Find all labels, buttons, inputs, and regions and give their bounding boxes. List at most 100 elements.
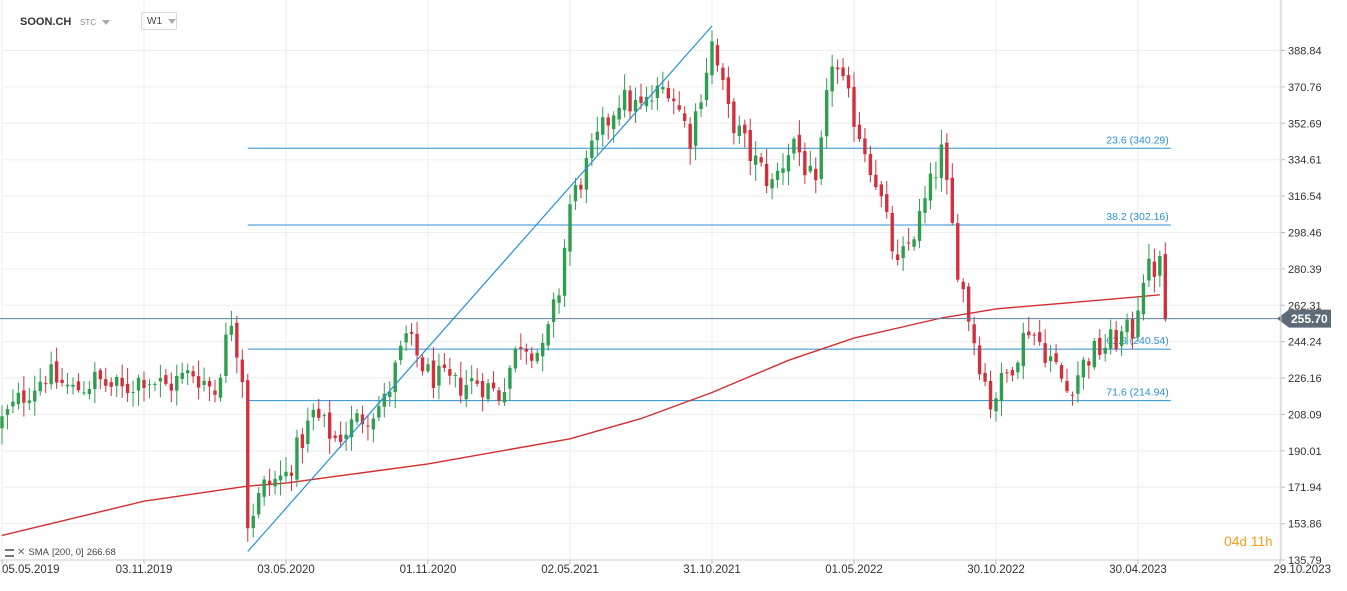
candle-body bbox=[54, 361, 59, 383]
candle-body bbox=[267, 480, 272, 486]
candle-body bbox=[437, 365, 441, 386]
candle-body bbox=[562, 247, 567, 296]
candle-body bbox=[27, 400, 32, 403]
symbol-name[interactable]: SOON.CH bbox=[20, 16, 72, 28]
candle-body bbox=[240, 359, 245, 383]
candle-body bbox=[868, 154, 873, 176]
candle-body bbox=[956, 223, 960, 280]
candle-body bbox=[469, 378, 474, 382]
market-selector[interactable]: STC bbox=[80, 12, 110, 32]
candle-body bbox=[1005, 372, 1009, 374]
candle-body bbox=[797, 134, 802, 153]
candle-body bbox=[966, 286, 971, 322]
candle-body bbox=[404, 333, 408, 343]
candle-body bbox=[1016, 362, 1020, 373]
candle-body bbox=[1098, 337, 1102, 355]
candle-body bbox=[0, 416, 4, 429]
close-icon[interactable]: ✕ bbox=[17, 547, 26, 558]
candle-body bbox=[786, 155, 791, 172]
x-tick-label: 29.10.2023 bbox=[1273, 564, 1331, 576]
x-tick-label: 02.05.2021 bbox=[541, 564, 599, 576]
candle-body bbox=[650, 100, 654, 102]
candle-body bbox=[824, 90, 829, 137]
candle-body bbox=[289, 472, 294, 476]
candle-body bbox=[43, 383, 48, 385]
fib-level-label: 23.6 (340.29) bbox=[1106, 134, 1168, 146]
candle-body bbox=[704, 72, 709, 101]
candle-body bbox=[371, 418, 376, 430]
candle-body bbox=[814, 168, 818, 181]
candle-body bbox=[579, 184, 583, 190]
indicator-settings-icon[interactable] bbox=[5, 548, 14, 557]
indicator-legend: ✕ SMA [200, 0] 266.68 bbox=[5, 547, 116, 558]
candle-body bbox=[459, 377, 463, 396]
candle-body bbox=[224, 334, 228, 376]
candle-body bbox=[1081, 359, 1086, 378]
candle-body bbox=[601, 117, 605, 135]
candle-body bbox=[994, 398, 998, 412]
candle-body bbox=[1065, 381, 1069, 392]
candle-body bbox=[846, 75, 851, 89]
candle-body bbox=[513, 348, 518, 369]
candle-body bbox=[808, 165, 813, 172]
timeframe-label: W1 bbox=[147, 15, 162, 27]
x-axis: 05.05.2019 03.11.2019 03.05.2020 01.11.2020… bbox=[0, 559, 1331, 576]
candle-body bbox=[317, 408, 321, 418]
candle-body bbox=[213, 390, 217, 395]
current-price-label: 255.70 bbox=[1291, 312, 1328, 326]
candle-body bbox=[928, 173, 933, 201]
candle-body bbox=[857, 124, 862, 140]
candle-body bbox=[682, 113, 687, 121]
candle-body bbox=[961, 281, 965, 290]
x-tick-label: 03.05.2020 bbox=[257, 564, 315, 576]
candle-body bbox=[606, 117, 610, 126]
indicator-name: SMA bbox=[28, 547, 49, 558]
candle-body bbox=[1152, 261, 1157, 277]
trend-line[interactable] bbox=[247, 25, 713, 552]
trend-line-drawing[interactable] bbox=[247, 25, 713, 552]
candle-body bbox=[338, 434, 343, 443]
candle-body bbox=[109, 382, 113, 387]
candle-body bbox=[770, 179, 774, 189]
x-tick-label: 30.04.2023 bbox=[1109, 564, 1167, 576]
candle-body bbox=[977, 345, 982, 375]
candle-body bbox=[715, 45, 720, 66]
fibonacci-retracement[interactable]: 23.6 (340.29)38.2 (302.16)61.8 (240.54)7… bbox=[247, 134, 1171, 402]
market-label: STC bbox=[80, 17, 96, 27]
candle-body bbox=[524, 348, 529, 352]
candle-body bbox=[153, 383, 157, 385]
candle-body bbox=[590, 140, 594, 159]
candle-body bbox=[792, 138, 796, 154]
candle-body bbox=[71, 384, 75, 387]
candle-body bbox=[125, 383, 130, 394]
candle-body bbox=[732, 101, 736, 134]
candle-body bbox=[426, 364, 430, 372]
candle-body bbox=[16, 392, 21, 405]
current-price-marker: 255.70 bbox=[0, 309, 1331, 328]
candle-body bbox=[349, 419, 354, 438]
y-tick-label: 370.76 bbox=[1288, 82, 1322, 94]
y-tick-label: 316.54 bbox=[1288, 191, 1322, 203]
bar-countdown: 04d 11h bbox=[1224, 533, 1272, 549]
candle-body bbox=[202, 380, 206, 385]
candle-body bbox=[1043, 343, 1047, 363]
y-tick-label: 262.31 bbox=[1288, 300, 1322, 312]
candle-body bbox=[644, 96, 649, 107]
candle-body bbox=[1010, 369, 1015, 376]
candle-body bbox=[147, 384, 152, 386]
candle-body bbox=[639, 96, 643, 103]
timeframe-selector[interactable]: W1 bbox=[141, 12, 177, 30]
candle-body bbox=[409, 331, 414, 334]
candle-body bbox=[180, 372, 184, 379]
candle-body bbox=[93, 371, 97, 390]
candle-body bbox=[1048, 356, 1053, 362]
candle-body bbox=[519, 347, 523, 349]
candle-body bbox=[98, 370, 103, 380]
candle-body bbox=[584, 157, 589, 190]
candle-body bbox=[1136, 310, 1140, 338]
candle-body bbox=[906, 242, 911, 244]
candle-body bbox=[841, 67, 845, 77]
candle-body bbox=[622, 89, 627, 111]
